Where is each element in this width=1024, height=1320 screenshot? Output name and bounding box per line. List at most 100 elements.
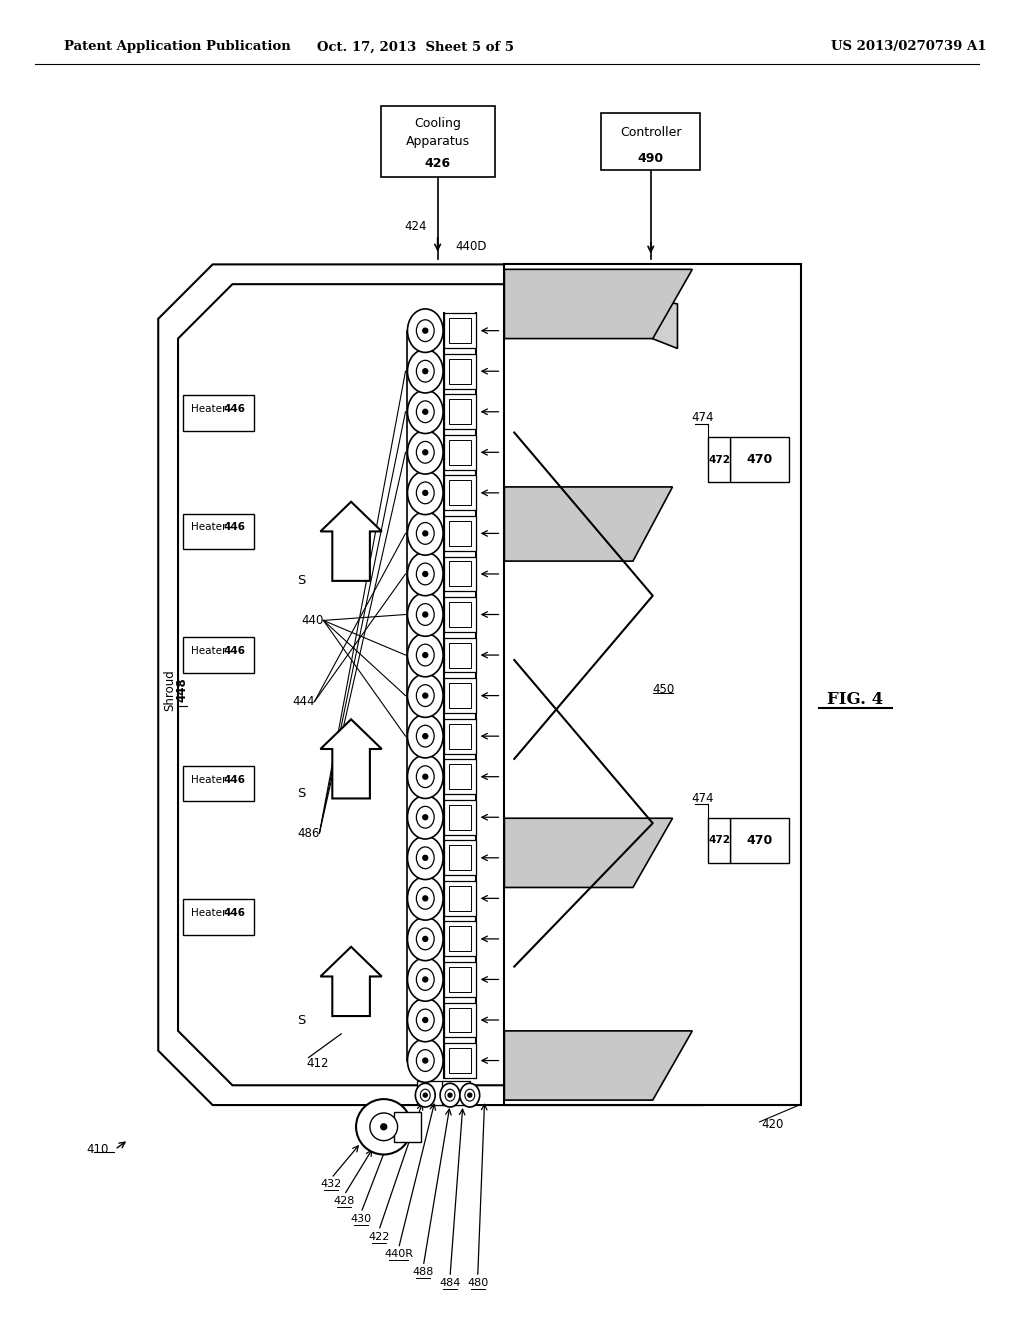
Text: 474: 474 (691, 412, 714, 424)
Circle shape (423, 368, 428, 374)
Ellipse shape (417, 807, 434, 828)
Text: 472: 472 (708, 836, 730, 846)
Text: 440R: 440R (384, 1250, 413, 1259)
Ellipse shape (370, 1113, 397, 1140)
Text: Heater: Heater (191, 523, 226, 532)
FancyArrow shape (321, 719, 382, 799)
Bar (444, 638, 476, 672)
Polygon shape (505, 269, 692, 338)
Ellipse shape (440, 1084, 460, 1107)
Polygon shape (159, 264, 702, 1105)
Ellipse shape (416, 1084, 435, 1107)
Ellipse shape (417, 766, 434, 788)
Bar (449, 968, 471, 991)
Bar (709, 437, 730, 482)
Text: Shroud: Shroud (164, 669, 176, 710)
Bar (183, 766, 254, 801)
Ellipse shape (460, 1084, 479, 1107)
Text: 424: 424 (404, 220, 427, 234)
Ellipse shape (417, 360, 434, 381)
Text: 432: 432 (321, 1179, 342, 1189)
Circle shape (423, 936, 428, 941)
Circle shape (423, 1059, 428, 1063)
Ellipse shape (417, 564, 434, 585)
Text: Heater: Heater (191, 908, 226, 919)
Bar (444, 395, 476, 429)
Ellipse shape (408, 471, 443, 515)
Bar (444, 557, 476, 591)
Circle shape (423, 693, 428, 698)
Bar (449, 561, 471, 586)
Text: 486: 486 (297, 826, 319, 840)
Text: US 2013/0270739 A1: US 2013/0270739 A1 (830, 41, 986, 53)
Circle shape (423, 814, 428, 820)
Ellipse shape (417, 969, 434, 990)
Text: 412: 412 (306, 1057, 329, 1071)
Text: 430: 430 (350, 1214, 372, 1224)
Ellipse shape (417, 644, 434, 665)
Text: 440D: 440D (456, 240, 487, 253)
Bar (730, 818, 790, 863)
Ellipse shape (408, 998, 443, 1041)
Text: 470: 470 (746, 834, 773, 847)
Ellipse shape (356, 1100, 412, 1155)
Text: Apparatus: Apparatus (406, 135, 470, 148)
Ellipse shape (417, 401, 434, 422)
Bar (601, 114, 700, 170)
Text: FIG. 4: FIG. 4 (827, 692, 884, 708)
Text: S: S (297, 787, 306, 800)
Text: 420: 420 (762, 1118, 784, 1131)
Circle shape (423, 652, 428, 657)
Bar (449, 359, 471, 384)
Circle shape (423, 531, 428, 536)
Polygon shape (505, 1031, 692, 1100)
Bar (449, 1007, 471, 1032)
Circle shape (423, 329, 428, 333)
Bar (444, 678, 476, 713)
Ellipse shape (417, 482, 434, 504)
Text: S: S (297, 1015, 306, 1027)
Circle shape (423, 734, 428, 739)
Bar (444, 354, 476, 388)
Circle shape (381, 1123, 387, 1130)
Ellipse shape (408, 593, 443, 636)
Ellipse shape (408, 796, 443, 840)
Bar (183, 638, 254, 673)
Bar (183, 899, 254, 935)
Bar (449, 521, 471, 546)
Ellipse shape (408, 1039, 443, 1082)
Ellipse shape (417, 928, 434, 950)
FancyArrow shape (321, 946, 382, 1016)
Bar (449, 318, 471, 343)
Bar (449, 723, 471, 748)
Ellipse shape (417, 1049, 434, 1072)
Bar (449, 399, 471, 424)
Bar (449, 643, 471, 668)
Bar (449, 684, 471, 708)
Bar (183, 395, 254, 430)
Text: Heater: Heater (191, 404, 226, 413)
Text: 448: 448 (175, 677, 188, 702)
Ellipse shape (417, 847, 434, 869)
Ellipse shape (408, 917, 443, 961)
Circle shape (423, 572, 428, 577)
Ellipse shape (408, 552, 443, 595)
Bar (449, 480, 471, 506)
Ellipse shape (408, 836, 443, 879)
Circle shape (423, 1093, 427, 1097)
Text: 440: 440 (301, 614, 324, 627)
Bar (442, 1081, 470, 1105)
Bar (444, 313, 476, 348)
Bar (444, 1003, 476, 1038)
Bar (393, 1111, 421, 1142)
Text: 446: 446 (223, 645, 246, 656)
Bar (444, 921, 476, 956)
Text: Controller: Controller (620, 127, 682, 140)
Bar (449, 845, 471, 870)
Bar (730, 437, 790, 482)
Bar (444, 800, 476, 834)
Ellipse shape (417, 603, 434, 626)
Ellipse shape (417, 441, 434, 463)
Bar (449, 886, 471, 911)
Text: 444: 444 (292, 696, 314, 708)
